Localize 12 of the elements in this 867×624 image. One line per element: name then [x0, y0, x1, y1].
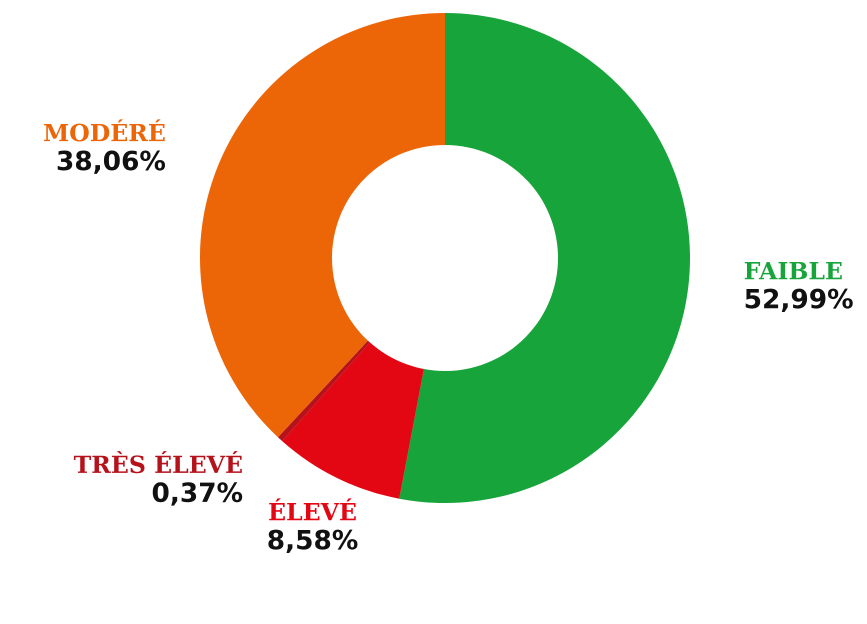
- slice-label: MODÉRÉ: [44, 119, 165, 142]
- donut-slice: [200, 13, 445, 438]
- data-label: 0,37%: [152, 482, 242, 506]
- data-label: 52,99%: [746, 288, 853, 312]
- donut-slice: [399, 13, 690, 503]
- donut-slice: [282, 342, 424, 499]
- slice-label: TRÈS ÉLEVÉ: [74, 451, 242, 474]
- donut-slice: [278, 340, 370, 442]
- data-label: 8,58%: [268, 530, 358, 553]
- data-label: 38,06%: [58, 150, 166, 174]
- slice-label: FAIBLE: [744, 262, 842, 280]
- slice-label: ÉLEVÉ: [269, 498, 356, 520]
